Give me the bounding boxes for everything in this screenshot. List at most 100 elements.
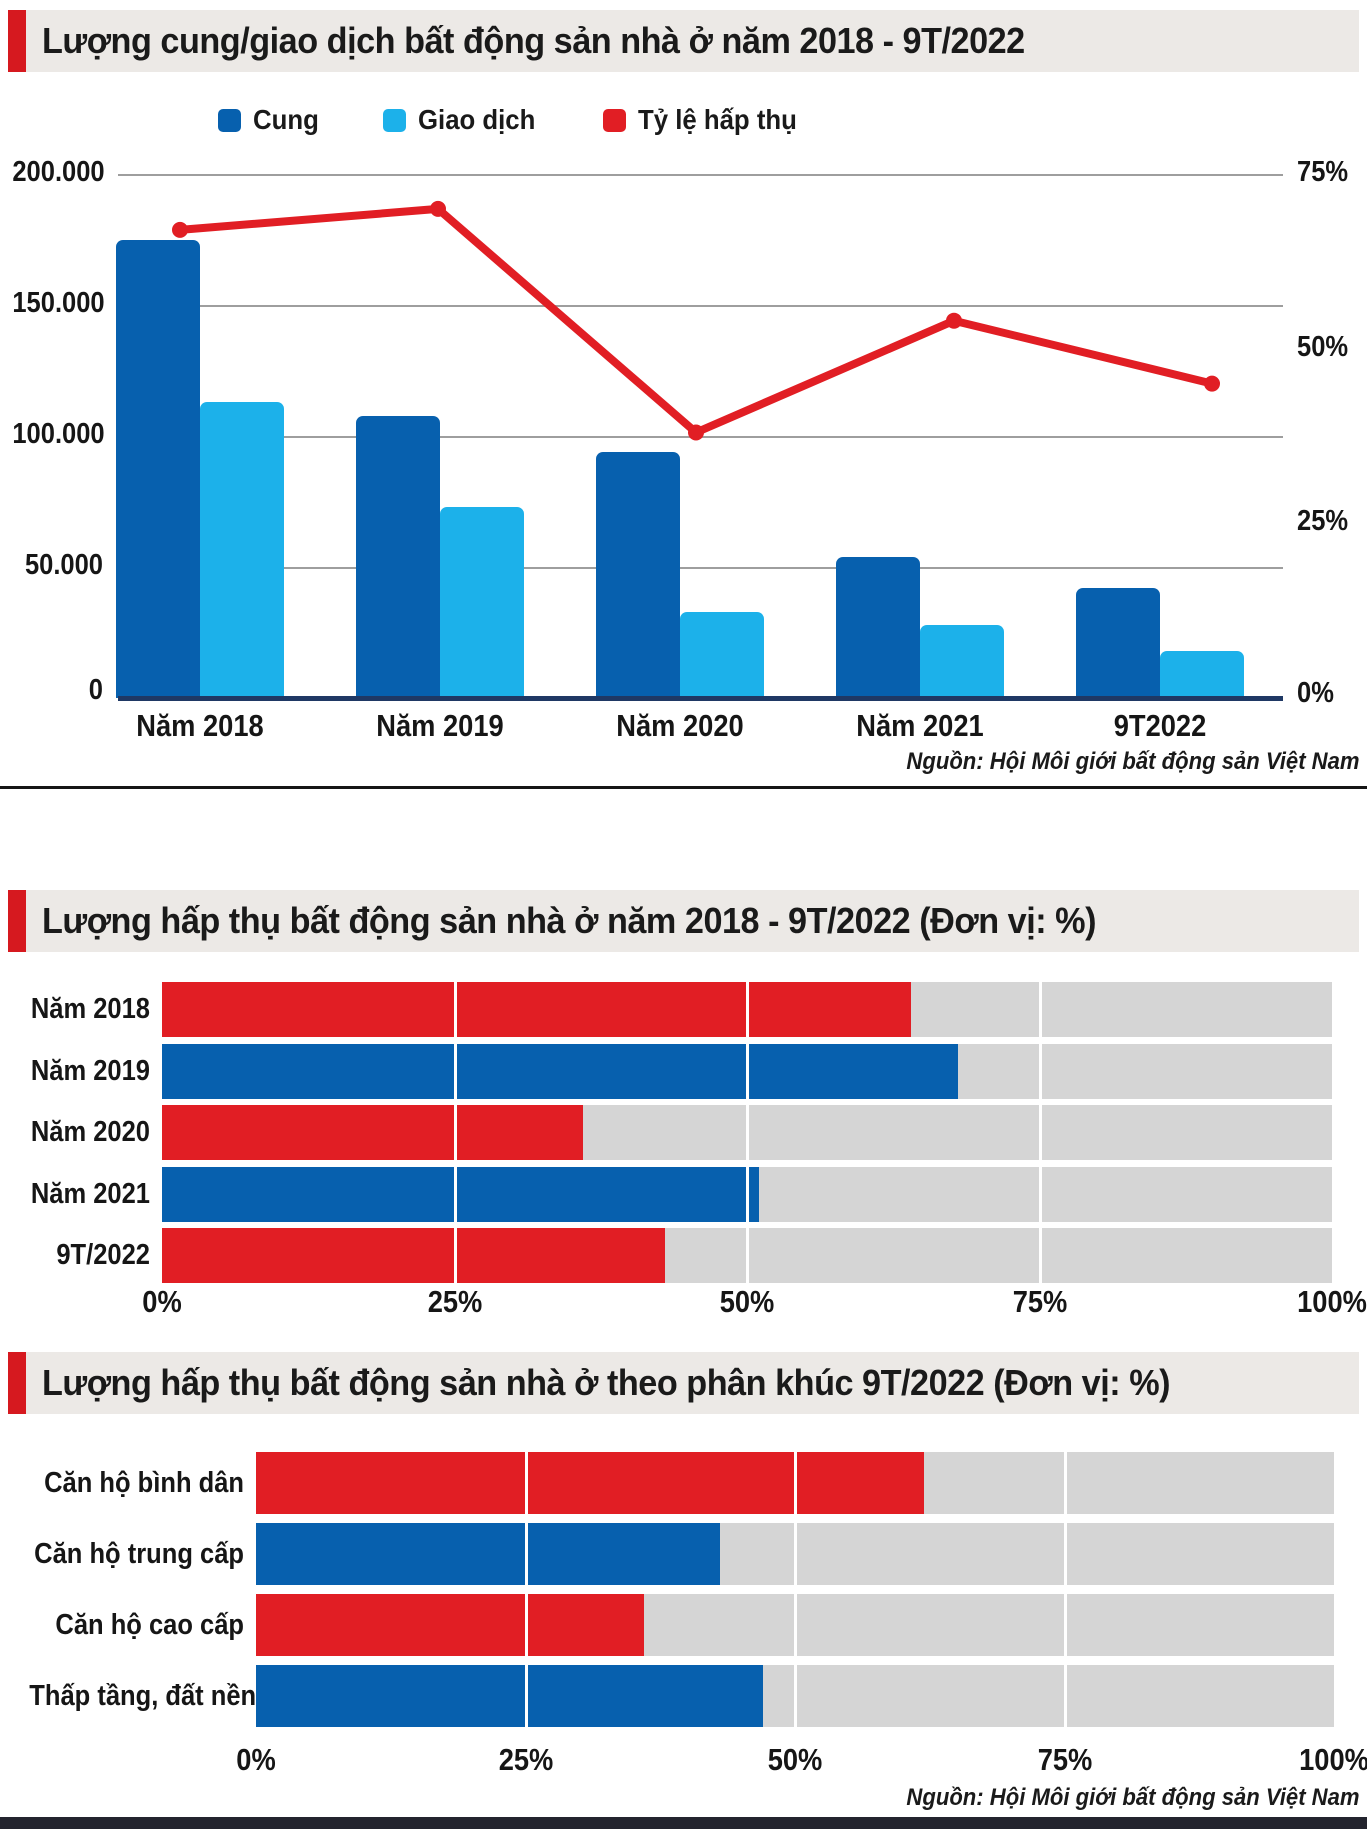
x-category-label-0: Năm 2018 — [136, 708, 264, 743]
track-gridline-4-1 — [746, 1228, 749, 1283]
gridline-0 — [118, 174, 1283, 176]
bar-giao-dich-3 — [920, 624, 1004, 698]
bar-giao-dich-2 — [680, 611, 764, 698]
x-axis-tick-0: 0% — [236, 1742, 276, 1777]
track-gridline-0-2 — [1063, 1452, 1067, 1514]
track-gridline-3-1 — [746, 1166, 749, 1222]
bar-0 — [162, 982, 911, 1037]
chart2-title: Lượng hấp thụ bất động sản nhà ở năm 201… — [42, 900, 1097, 941]
gridline-3 — [118, 567, 1283, 569]
track-gridline-2-0 — [453, 1105, 457, 1160]
legend-swatch-ty-le-hap-thu — [603, 108, 627, 132]
right-axis-tick-1: 50% — [1297, 331, 1349, 363]
row-label-2: Căn hộ cao cấp — [55, 1609, 244, 1641]
combo-chart-plot: 200.000 150.000 100.000 50.000 0 75% 50% 25% 0% N… — [0, 0, 1367, 800]
bar-2 — [162, 1105, 584, 1160]
right-axis-tick-3: 0% — [1297, 677, 1334, 709]
chart1-source: Nguồn: Hội Môi giới bất động sản Việt Na… — [906, 748, 1360, 775]
x-category-label-1: Năm 2019 — [376, 708, 504, 743]
track-gridline-3-2 — [1038, 1166, 1042, 1222]
x-axis-tick-2: 50% — [719, 1284, 775, 1319]
bar-0 — [256, 1452, 925, 1514]
right-axis-tick-0: 75% — [1297, 156, 1349, 188]
bar-cung-3 — [836, 556, 920, 698]
left-axis-tick-3: 50.000 — [24, 549, 103, 581]
bar-3 — [256, 1665, 763, 1727]
row-label-0: Căn hộ bình dân — [44, 1467, 244, 1499]
row-label-3: Thấp tầng, đất nền — [29, 1680, 257, 1712]
bar-cung-4 — [1076, 587, 1160, 698]
bar-giao-dich-4 — [1160, 650, 1244, 698]
right-axis-tick-2: 25% — [1297, 505, 1349, 537]
bar-giao-dich-1 — [440, 506, 524, 698]
track-gridline-1-2 — [1063, 1523, 1067, 1585]
x-axis-tick-4: 100% — [1299, 1742, 1367, 1777]
row-label-1: Căn hộ trung cấp — [34, 1538, 244, 1570]
track-gridline-3-2 — [1063, 1665, 1067, 1727]
track-gridline-1-0 — [524, 1523, 528, 1585]
legend-item-giao-dich: Giao dịch — [382, 104, 546, 136]
track-gridline-2-2 — [1063, 1594, 1067, 1656]
x-axis-tick-2: 50% — [767, 1742, 823, 1777]
x-axis-tick-4: 100% — [1297, 1284, 1367, 1319]
absorption-by-year-chart: Năm 2018 Năm 2019 Năm 2020 Năm 2021 9T/2022 0… — [30, 982, 1367, 1319]
track-gridline-4-2 — [1038, 1228, 1042, 1283]
legend-item-ty-le-hap-thu: Tỷ lệ hấp thụ — [603, 104, 811, 136]
bar-cung-1 — [356, 416, 440, 698]
track-gridline-0-1 — [746, 982, 749, 1037]
track-gridline-1-2 — [1038, 1043, 1042, 1099]
legend-label-cung: Cung — [253, 104, 319, 135]
x-category-label-2: Năm 2020 — [616, 708, 744, 743]
chart2-header-accent — [8, 890, 26, 952]
bar-2 — [256, 1594, 645, 1656]
legend-label-giao-dich: Giao dịch — [417, 104, 535, 135]
chart3-header-accent — [8, 1352, 26, 1414]
chart1-legend: Cung Giao dịch Tỷ lệ hấp thụ — [218, 104, 811, 136]
bar-1 — [162, 1043, 958, 1099]
x-category-label-3: Năm 2021 — [856, 708, 984, 743]
track-gridline-4-0 — [453, 1228, 457, 1283]
left-axis-tick-4: 0 — [88, 674, 103, 706]
row-label-4: 9T/2022 — [56, 1239, 150, 1271]
row-label-2: Năm 2020 — [30, 1116, 150, 1148]
track-gridline-2-2 — [1038, 1105, 1042, 1160]
track-gridline-0-0 — [524, 1452, 528, 1514]
bar-giao-dich-0 — [200, 401, 284, 698]
left-axis-tick-0: 200.000 — [12, 156, 105, 188]
bar-4 — [162, 1228, 666, 1283]
track-gridline-2-0 — [524, 1594, 528, 1656]
chart1-header: Lượng cung/giao dịch bất động sản nhà ở … — [8, 10, 1359, 72]
track-gridline-2-1 — [746, 1105, 749, 1160]
left-axis-tick-2: 100.000 — [12, 418, 105, 450]
row-label-3: Năm 2021 — [30, 1177, 150, 1210]
separator-line — [0, 786, 1367, 789]
chart1-header-accent — [8, 10, 26, 72]
row-label-0: Năm 2018 — [30, 993, 150, 1025]
x-axis-line — [118, 696, 1283, 701]
track-gridline-3-1 — [794, 1665, 797, 1727]
x-axis-tick-1: 25% — [498, 1742, 553, 1777]
track-gridline-1-1 — [794, 1523, 797, 1585]
x-axis-tick-3: 75% — [1037, 1742, 1092, 1777]
chart1-title: Lượng cung/giao dịch bất động sản nhà ở … — [42, 20, 1025, 61]
chart3-header: Lượng hấp thụ bất động sản nhà ở theo ph… — [8, 1352, 1359, 1414]
track-gridline-2-1 — [794, 1594, 797, 1656]
x-category-label-4: 9T2022 — [1113, 708, 1207, 743]
bar-1 — [256, 1523, 720, 1585]
row-label-1: Năm 2019 — [30, 1054, 150, 1087]
legend-swatch-giao-dich — [382, 108, 406, 132]
track-gridline-3-0 — [453, 1166, 457, 1222]
track-gridline-0-1 — [794, 1452, 797, 1514]
x-axis-tick-1: 25% — [427, 1284, 482, 1319]
left-axis-tick-1: 150.000 — [12, 287, 105, 319]
track-gridline-1-1 — [746, 1043, 749, 1099]
bottom-page-bar — [0, 1817, 1367, 1829]
x-axis-tick-3: 75% — [1012, 1284, 1067, 1319]
legend-label-ty-le-hap-thu: Tỷ lệ hấp thụ — [638, 104, 797, 135]
legend-item-cung: Cung — [218, 104, 325, 136]
chart3-title: Lượng hấp thụ bất động sản nhà ở theo ph… — [42, 1362, 1171, 1403]
track-gridline-1-0 — [453, 1043, 457, 1099]
chart2-header: Lượng hấp thụ bất động sản nhà ở năm 201… — [8, 890, 1359, 952]
track-gridline-0-0 — [453, 982, 457, 1037]
